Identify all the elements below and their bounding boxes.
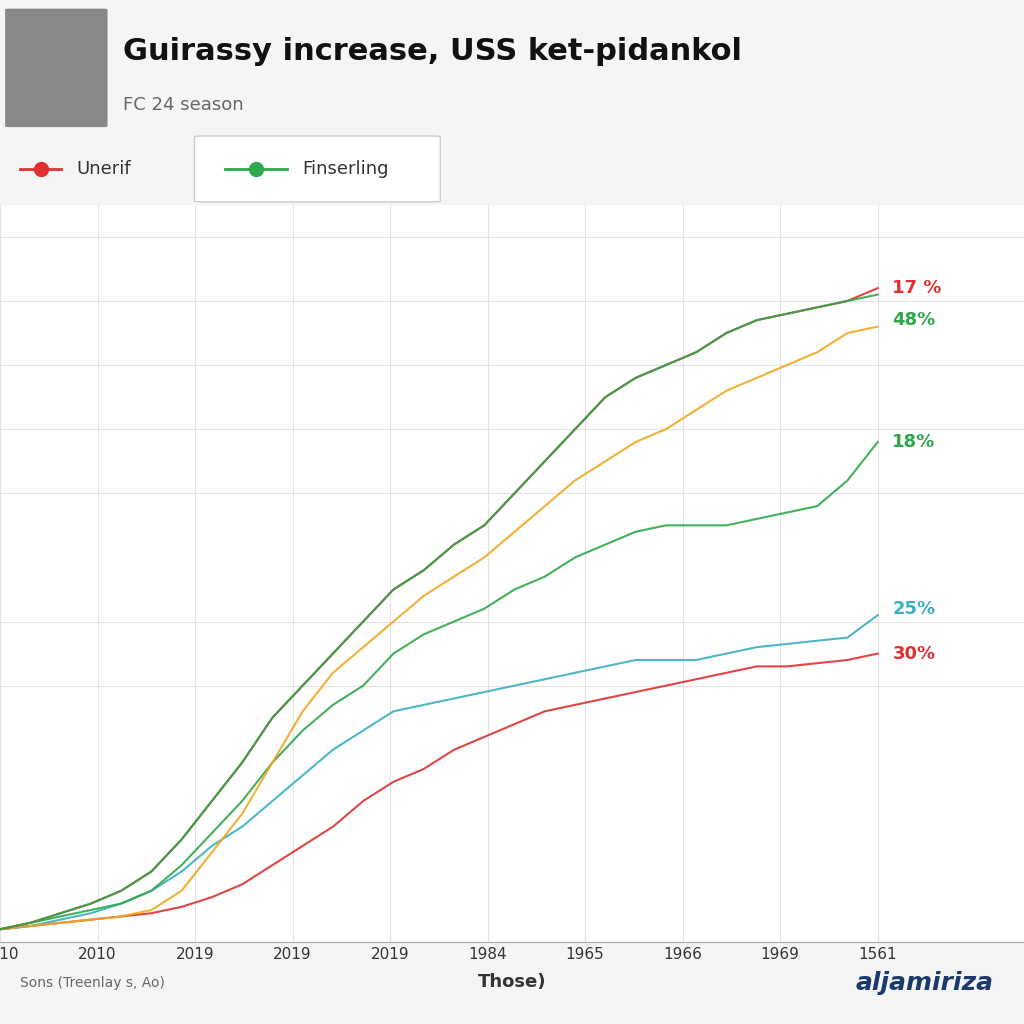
Text: Unerif: Unerif [77,160,131,178]
Text: Sons (Treenlay s, Ao): Sons (Treenlay s, Ao) [20,976,165,990]
Text: 18%: 18% [892,433,936,451]
Text: aljamiriza: aljamiriza [855,971,993,995]
Text: Finserling: Finserling [302,160,388,178]
Text: 30%: 30% [892,644,936,663]
Text: Guirassy increase, USS ket-pidankol: Guirassy increase, USS ket-pidankol [123,37,741,67]
Text: 48%: 48% [892,311,936,329]
X-axis label: Those): Those) [478,973,546,991]
FancyBboxPatch shape [5,8,108,127]
Text: 17 %: 17 % [892,280,942,297]
FancyBboxPatch shape [195,136,440,202]
Text: 25%: 25% [892,600,936,617]
Text: FC 24 season: FC 24 season [123,96,244,114]
